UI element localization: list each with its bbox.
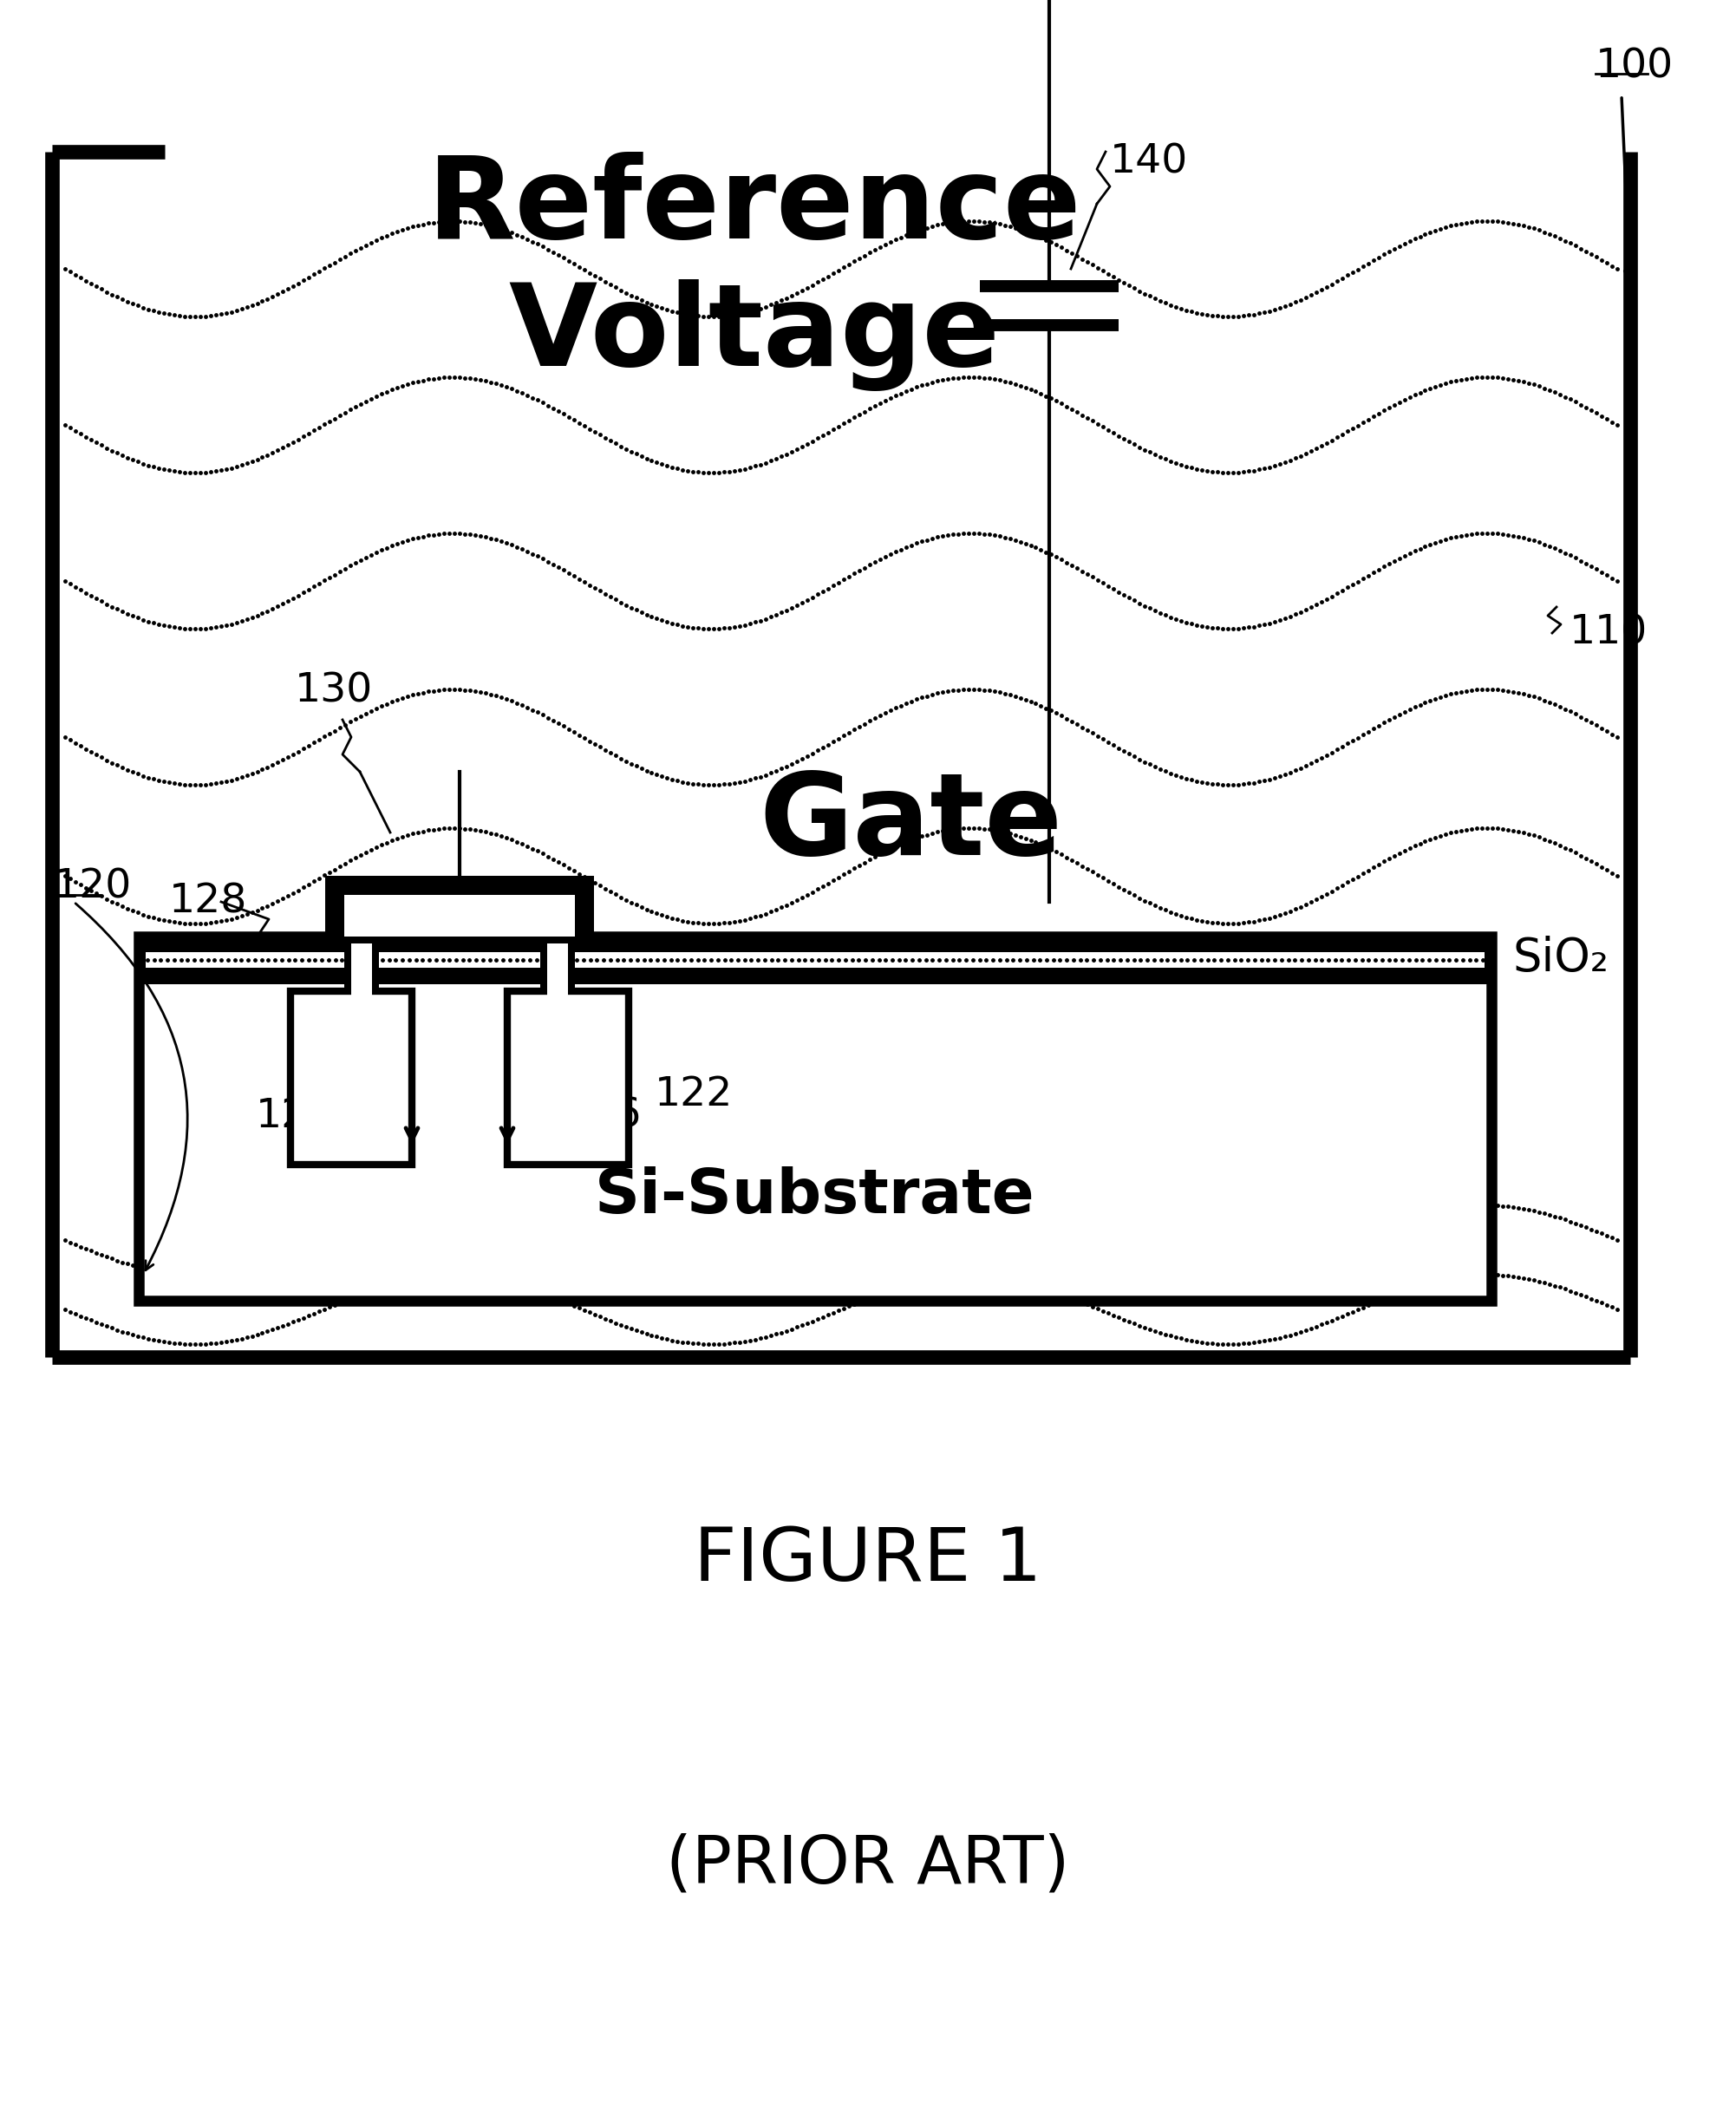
Text: Gate: Gate bbox=[759, 768, 1062, 879]
Bar bbox=[507, 992, 628, 1164]
Bar bbox=[325, 877, 594, 936]
Text: 122: 122 bbox=[654, 1075, 733, 1115]
Bar bbox=[146, 951, 1484, 968]
Text: (PRIOR ART): (PRIOR ART) bbox=[667, 1832, 1069, 1896]
Text: FIGURE 1: FIGURE 1 bbox=[694, 1526, 1042, 1596]
Bar bbox=[290, 992, 411, 1164]
Bar bbox=[139, 936, 1491, 1300]
Text: SiO₂: SiO₂ bbox=[1514, 936, 1609, 981]
Bar bbox=[344, 936, 378, 994]
Text: 140: 140 bbox=[1109, 143, 1187, 183]
Bar bbox=[547, 943, 568, 1000]
Text: Reference
Voltage: Reference Voltage bbox=[427, 151, 1082, 392]
Text: 120: 120 bbox=[54, 866, 132, 907]
Bar bbox=[139, 936, 1491, 985]
Text: 128: 128 bbox=[168, 883, 248, 921]
Bar bbox=[351, 943, 372, 1000]
Bar bbox=[540, 936, 575, 994]
Text: 110: 110 bbox=[1569, 613, 1647, 653]
Text: 100: 100 bbox=[1595, 47, 1674, 87]
Bar bbox=[344, 896, 575, 936]
Text: 130: 130 bbox=[295, 672, 373, 711]
Text: 126: 126 bbox=[564, 1096, 642, 1136]
Text: 124: 124 bbox=[255, 1096, 333, 1136]
Text: Si-Substrate: Si-Substrate bbox=[595, 1166, 1035, 1226]
